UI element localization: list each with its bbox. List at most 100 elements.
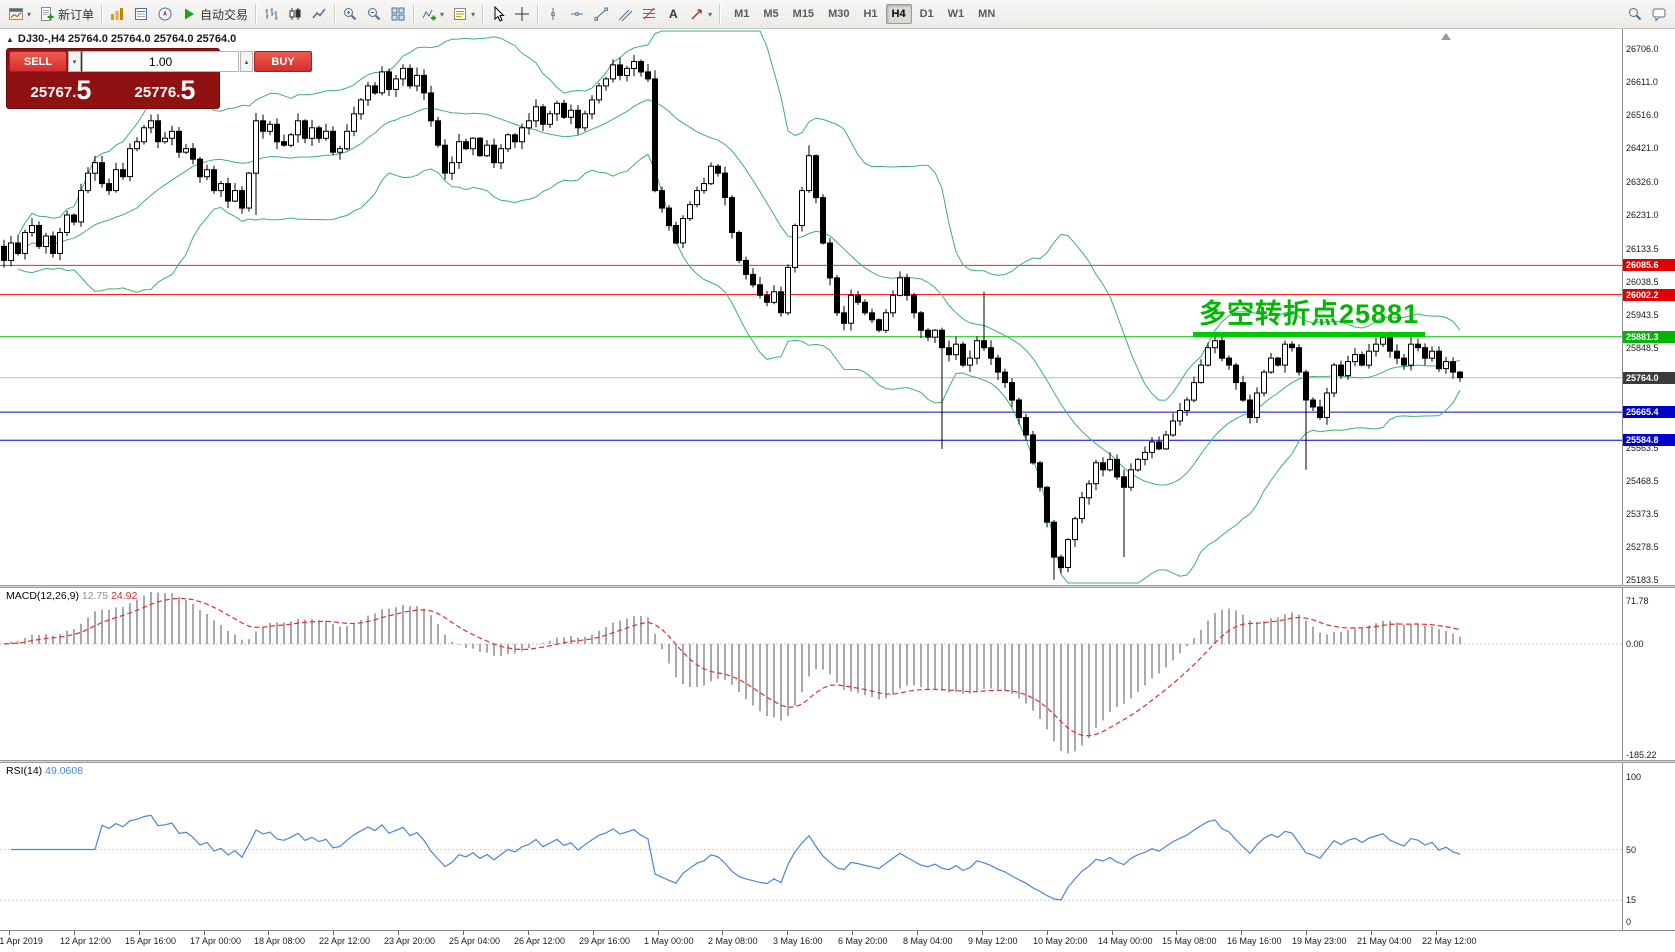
time-axis-label: 11 Apr 2019 — [0, 936, 43, 946]
toolbar-separator — [101, 4, 103, 24]
time-axis-label: 18 Apr 08:00 — [254, 936, 306, 946]
search-button[interactable] — [1623, 2, 1647, 26]
bar-chart-mode-button[interactable] — [259, 2, 283, 26]
market-watch-icon — [109, 6, 125, 22]
macd-label: MACD(12,26,9) 12.75 24.92 — [6, 590, 137, 602]
time-axis-label: 16 May 16:00 — [1227, 936, 1282, 946]
svg-text:A: A — [669, 7, 678, 21]
navigator-button[interactable] — [153, 2, 177, 26]
rsi-panel-divider[interactable] — [0, 760, 1675, 763]
rsi-scale-label: 50 — [1626, 844, 1637, 855]
line-chart-mode-button[interactable] — [307, 2, 331, 26]
zoom-in-button[interactable] — [338, 2, 362, 26]
price-scale-label: 26231.0 — [1626, 209, 1659, 220]
volume-decrease-button[interactable]: ▾ — [68, 51, 81, 72]
trendline-tool-icon — [593, 6, 609, 22]
indicators-icon — [421, 6, 437, 22]
main-price-chart[interactable] — [0, 29, 1622, 585]
macd-indicator-chart[interactable] — [0, 588, 1622, 760]
horizontal-line-tool-button[interactable] — [565, 2, 589, 26]
timeframe-h4-button[interactable]: H4 — [885, 4, 912, 24]
time-axis-tick — [1371, 931, 1372, 935]
time-axis-tick — [1241, 931, 1242, 935]
price-scale-label: 25183.5 — [1626, 575, 1659, 586]
quote-panel-toggle-icon[interactable]: ▲ — [6, 34, 14, 44]
timeframe-m1-button[interactable]: M1 — [728, 4, 755, 24]
rsi-indicator-chart[interactable] — [0, 763, 1622, 930]
arrows-tool-icon — [689, 6, 705, 22]
main-toolbar: ▾ 新订单 自动交易 ▾ ▾ A ▾ M1 M5 M15 M30 H1 H4 D1 W1 MN — [0, 0, 1675, 29]
macd-panel-divider[interactable] — [0, 585, 1675, 588]
data-window-icon — [133, 6, 149, 22]
data-window-button[interactable] — [129, 2, 153, 26]
equidistant-channel-tool-button[interactable] — [613, 2, 637, 26]
cursor-tool-button[interactable] — [486, 2, 510, 26]
chart-shift-marker-icon[interactable] — [1441, 33, 1451, 40]
timeframe-d1-button[interactable]: D1 — [914, 4, 940, 24]
crosshair-tool-button[interactable] — [510, 2, 534, 26]
hline-price-marker: 25665.4 — [1623, 406, 1675, 419]
hline-price-marker: 26002.2 — [1623, 288, 1675, 301]
navigator-icon — [157, 6, 173, 22]
rsi-scale-label: 100 — [1626, 772, 1642, 782]
time-axis-tick — [204, 931, 205, 935]
time-axis-label: 10 May 20:00 — [1033, 936, 1088, 946]
toolbar-separator — [537, 4, 539, 24]
time-axis-tick — [333, 931, 334, 935]
vertical-line-tool-button[interactable] — [541, 2, 565, 26]
price-scale-label: 26706.0 — [1626, 43, 1659, 54]
community-button[interactable] — [1647, 2, 1671, 26]
macd-main-value: 12.75 — [81, 590, 109, 602]
macd-name: MACD(12,26,9) — [6, 590, 79, 602]
hline-price-marker: 26085.6 — [1623, 259, 1675, 272]
price-axis[interactable]: 26706.0 26611.0 26516.0 26421.0 26326.0 26231… — [1622, 29, 1675, 952]
new-chart-button[interactable]: ▾ — [4, 2, 35, 26]
buy-button[interactable]: BUY — [254, 51, 312, 72]
time-axis[interactable]: 11 Apr 2019 12 Apr 12:00 15 Apr 16:00 17 Ap… — [0, 930, 1675, 952]
new-chart-caret-icon: ▾ — [27, 9, 32, 19]
time-axis-tick — [1047, 931, 1048, 935]
indicators-button[interactable]: ▾ — [417, 2, 448, 26]
sell-button[interactable]: SELL — [9, 51, 67, 72]
timeframe-m30-button[interactable]: M30 — [822, 4, 855, 24]
price-scale-label: 25278.5 — [1626, 542, 1659, 553]
timeframe-m5-button[interactable]: M5 — [757, 4, 784, 24]
time-axis-label: 15 May 08:00 — [1162, 936, 1217, 946]
hline-price-marker: 25584.8 — [1623, 434, 1675, 447]
market-watch-button[interactable] — [105, 2, 129, 26]
time-axis-tick — [9, 931, 10, 935]
toolbar-left-group: ▾ 新订单 自动交易 ▾ ▾ A ▾ — [4, 2, 723, 26]
autotrade-button[interactable]: 自动交易 — [177, 2, 252, 26]
horizontal-line-tool-icon — [569, 6, 585, 22]
templates-button[interactable]: ▾ — [448, 2, 479, 26]
timeframe-w1-button[interactable]: W1 — [942, 4, 971, 24]
volume-input[interactable] — [82, 51, 239, 72]
trendline-tool-button[interactable] — [589, 2, 613, 26]
community-icon — [1651, 6, 1667, 22]
toolbar-separator — [482, 4, 484, 24]
price-scale-label: 26516.0 — [1626, 110, 1659, 121]
text-tool-button[interactable]: A — [661, 2, 685, 26]
new-order-button[interactable]: 新订单 — [35, 2, 98, 26]
new-order-icon — [39, 6, 55, 22]
time-axis-label: 14 May 00:00 — [1098, 936, 1153, 946]
time-axis-tick — [398, 931, 399, 935]
arrows-tool-button[interactable]: ▾ — [685, 2, 716, 26]
tile-windows-icon — [390, 6, 406, 22]
one-click-trading-panel: SELL ▾ ▴ BUY 25767.5 25776.5 — [6, 48, 312, 109]
candlestick-mode-button[interactable] — [283, 2, 307, 26]
timeframe-mn-button[interactable]: MN — [972, 4, 1001, 24]
toolbar-separator — [719, 4, 721, 24]
timeframe-h1-button[interactable]: H1 — [857, 4, 883, 24]
volume-increase-button[interactable]: ▴ — [240, 51, 253, 72]
time-axis-label: 29 Apr 16:00 — [579, 936, 631, 946]
buy-price[interactable]: 25776. 5 — [113, 72, 217, 106]
zoom-out-button[interactable] — [362, 2, 386, 26]
sell-price[interactable]: 25767. 5 — [9, 72, 113, 106]
timeframe-m15-button[interactable]: M15 — [787, 4, 820, 24]
tile-windows-button[interactable] — [386, 2, 410, 26]
price-scale-label: 26421.0 — [1626, 143, 1659, 154]
fibonacci-tool-button[interactable] — [637, 2, 661, 26]
arrows-tool-caret-icon: ▾ — [708, 9, 713, 19]
autotrade-label: 自动交易 — [200, 7, 249, 22]
